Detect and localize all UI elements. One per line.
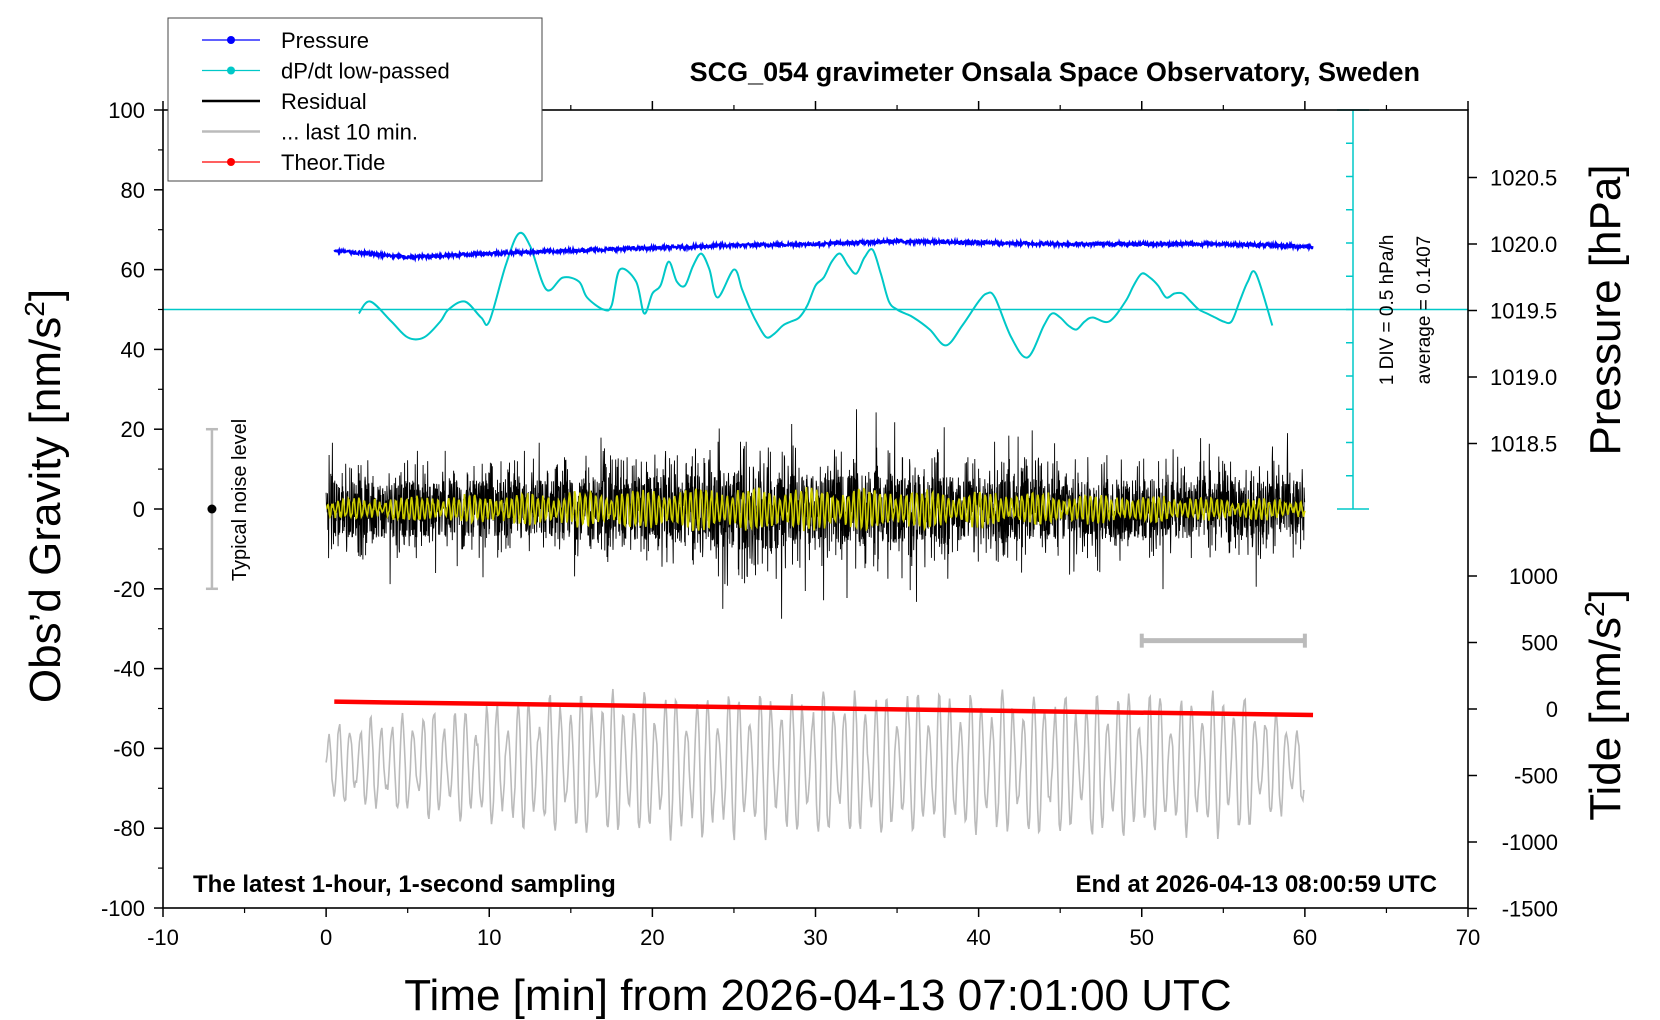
data-curves bbox=[325, 231, 1314, 841]
tide-tick-label: 0 bbox=[1546, 697, 1558, 722]
legend-label: ... last 10 min. bbox=[281, 120, 418, 145]
dpdt-line bbox=[357, 231, 1274, 359]
end-time-note: End at 2026-04-13 08:00:59 UTC bbox=[1076, 871, 1438, 898]
tide-tick-label: -500 bbox=[1514, 764, 1558, 789]
dpdt-average-label: average = 0.1407 bbox=[1414, 236, 1435, 384]
pressure-tick-label: 1020.0 bbox=[1490, 232, 1557, 257]
y-left-tick-label: -20 bbox=[113, 577, 145, 602]
pressure-tick-label: 1019.5 bbox=[1490, 299, 1557, 324]
noise-level-dot bbox=[207, 504, 217, 514]
y-left-tick-label: -80 bbox=[113, 816, 145, 841]
legend-label: dP/dt low-passed bbox=[281, 59, 450, 84]
y-left-tick-label: 40 bbox=[121, 337, 145, 362]
dpdt-scale-label: 1 DIV = 0.5 hPa/h bbox=[1377, 235, 1398, 386]
y-left-tick-label: -100 bbox=[101, 896, 145, 921]
tide-axis-title: Tide [nm/s2] bbox=[1579, 589, 1630, 821]
y-left-axis-title: Obs’d Gravity [nm/s2] bbox=[19, 289, 70, 703]
x-tick-label: 10 bbox=[477, 925, 501, 950]
residual-lowpass-line bbox=[325, 487, 1306, 532]
y-left-tick-label: 80 bbox=[121, 178, 145, 203]
y-left-tick-label: -60 bbox=[113, 736, 145, 761]
legend-label: Pressure bbox=[281, 28, 369, 53]
x-tick-label: 70 bbox=[1456, 925, 1480, 950]
legend: Pressure dP/dt low-passed Residual ... last… bbox=[167, 17, 543, 182]
legend-marker bbox=[227, 158, 235, 166]
last-10-min-line bbox=[325, 688, 1305, 841]
x-tick-label: 40 bbox=[966, 925, 990, 950]
x-tick-label: 60 bbox=[1293, 925, 1317, 950]
noise-label: Typical noise level bbox=[229, 419, 251, 581]
sampling-note: The latest 1-hour, 1-second sampling bbox=[193, 871, 616, 898]
y-left-tick-label: 0 bbox=[133, 497, 145, 522]
pressure-tick-label: 1019.0 bbox=[1490, 365, 1557, 390]
legend-label: Residual bbox=[281, 89, 367, 114]
y-left-tick-label: 20 bbox=[121, 417, 145, 442]
tide-line bbox=[334, 699, 1314, 718]
y-left-tick-label: -40 bbox=[113, 657, 145, 682]
chart-title: SCG_054 gravimeter Onsala Space Observat… bbox=[690, 57, 1420, 87]
legend-label: Theor.Tide bbox=[281, 150, 385, 175]
legend-box bbox=[167, 17, 543, 182]
x-tick-label: 50 bbox=[1130, 925, 1154, 950]
axes: -10 0 10 20 30 40 50 60 70100806040200-20-40-60-… bbox=[101, 98, 1558, 950]
tide-tick-label: -1500 bbox=[1502, 897, 1558, 922]
tide-tick-label: -1000 bbox=[1502, 830, 1558, 855]
y-left-tick-label: 100 bbox=[108, 98, 145, 123]
pressure-tick-label: 1018.5 bbox=[1490, 432, 1557, 457]
x-tick-label: 30 bbox=[803, 925, 827, 950]
pressure-line bbox=[333, 236, 1314, 263]
pressure-tick-label: 1020.5 bbox=[1490, 166, 1557, 191]
y-left-tick-label: 60 bbox=[121, 258, 145, 283]
x-axis-title: Time [min] from 2026-04-13 07:01:00 UTC bbox=[404, 971, 1231, 1020]
tide-tick-label: 500 bbox=[1521, 631, 1558, 656]
tide-tick-label: 1000 bbox=[1509, 564, 1558, 589]
legend-marker bbox=[227, 66, 235, 75]
x-tick-label: 20 bbox=[640, 925, 664, 950]
legend-marker bbox=[227, 36, 235, 44]
x-tick-label: 0 bbox=[320, 925, 332, 950]
x-tick-label: -10 bbox=[147, 925, 179, 950]
pressure-axis-title: Pressure [hPa] bbox=[1581, 164, 1630, 455]
